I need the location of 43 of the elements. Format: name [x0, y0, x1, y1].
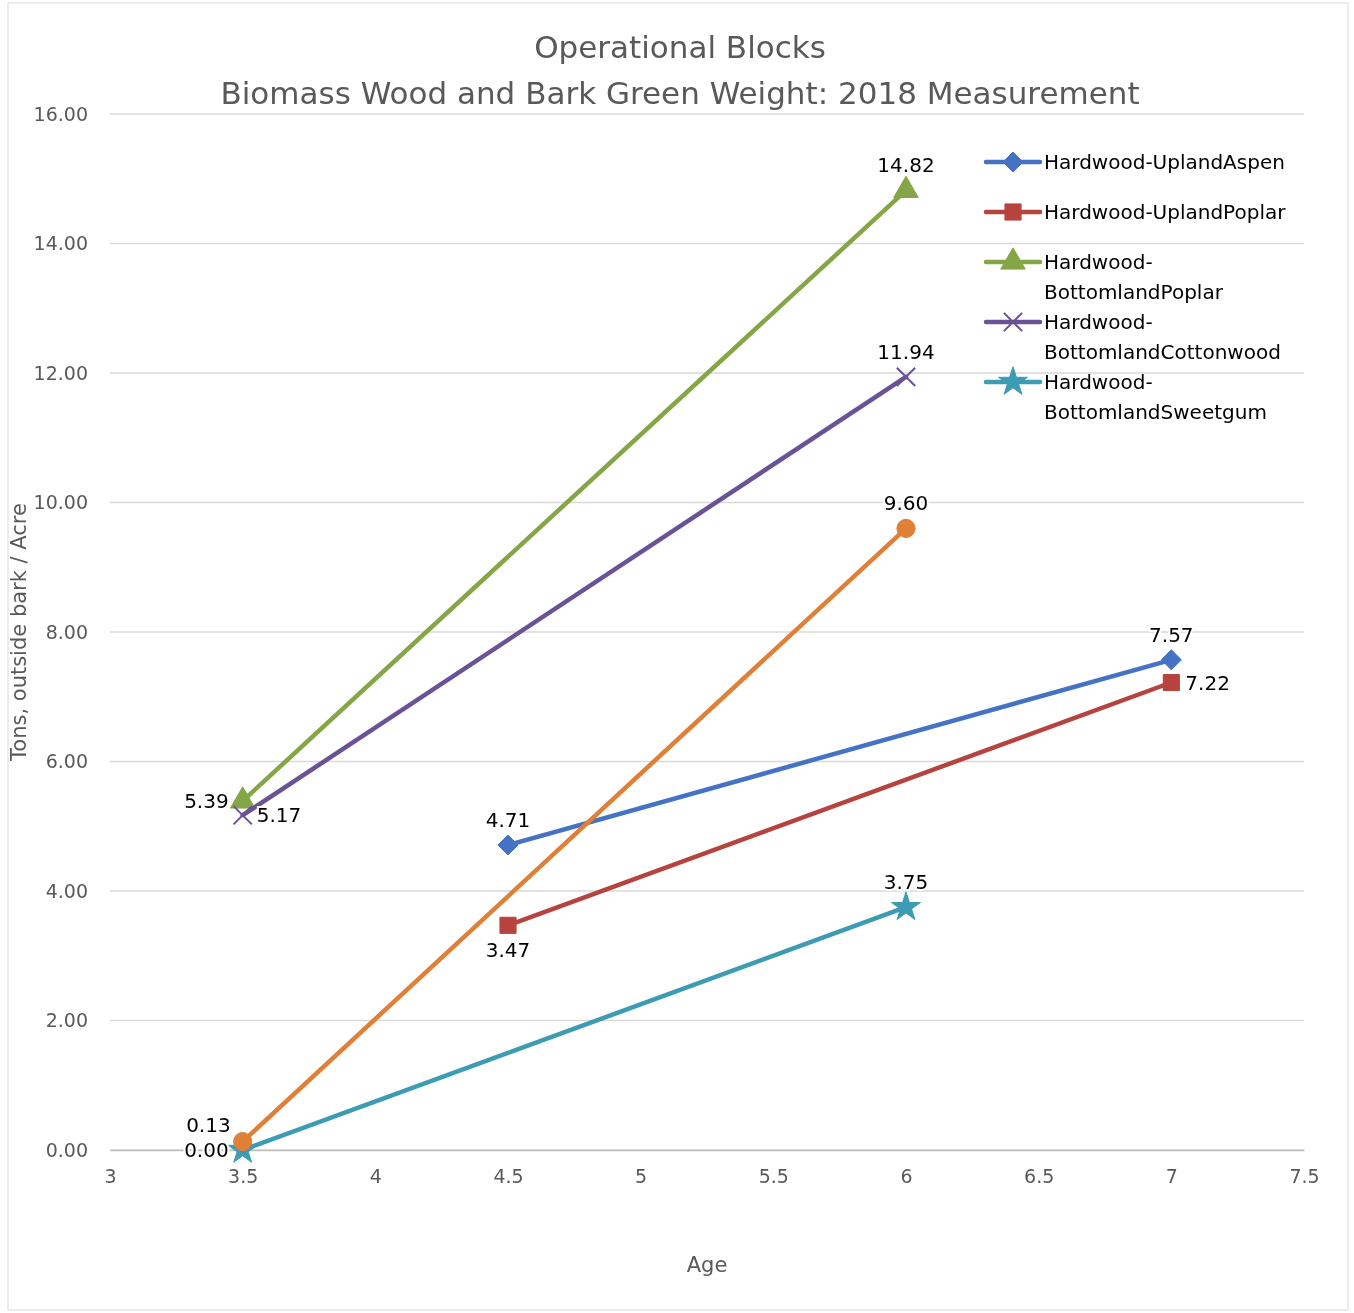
legend-label: Hardwood-BottomlandSweetgum: [1044, 370, 1267, 424]
data-label: 5.39: [184, 789, 229, 813]
y-tick-label: 16.00: [33, 102, 88, 125]
point: [232, 805, 253, 826]
x-tick-label: 5: [635, 1165, 648, 1188]
point: [895, 366, 917, 388]
x-axis-title: Age: [686, 1253, 728, 1277]
y-tick-label: 4.00: [45, 879, 88, 902]
x-tick-label: 6.5: [1024, 1165, 1055, 1188]
data-label: 3.47: [485, 938, 531, 963]
y-tick-label: 8.00: [45, 620, 88, 643]
data-label: 14.82: [877, 153, 935, 178]
legend-label: Hardwood-BottomlandPoplar: [1044, 250, 1224, 304]
data-label: 4.71: [485, 808, 531, 833]
y-tick-label: 12.00: [33, 361, 88, 384]
data-label: 9.60: [883, 491, 929, 516]
data-label: 3.75: [883, 870, 929, 895]
legend-label: Hardwood-UplandPoplar: [1044, 200, 1287, 224]
x-tick-label: 7: [1165, 1165, 1178, 1188]
x-tick-label: 4.5: [493, 1165, 524, 1188]
y-tick-label: 10.00: [33, 491, 88, 514]
legend-label: Hardwood-UplandAspen: [1044, 150, 1285, 174]
data-label: 7.22: [1185, 670, 1230, 695]
data-label: 0.00: [184, 1138, 229, 1162]
data-label: 7.57: [1149, 622, 1194, 647]
data-label: 5.17: [256, 803, 302, 828]
y-tick-label: 14.00: [33, 232, 88, 255]
y-tick-label: 6.00: [45, 750, 88, 773]
x-tick-label: 3: [104, 1165, 117, 1188]
y-tick-label: 2.00: [45, 1009, 88, 1032]
x-tick-label: 7.5: [1289, 1165, 1320, 1188]
x-tick-label: 5.5: [758, 1165, 789, 1188]
legend-label: Hardwood-BottomlandCottonwood: [1044, 310, 1281, 364]
data-label: 11.94: [877, 339, 935, 364]
x-tick-label: 6: [900, 1165, 913, 1188]
point: [891, 891, 921, 920]
y-tick-label: 0.00: [45, 1138, 88, 1161]
chart-title: Operational Blocks: [534, 29, 826, 65]
chart-subtitle: Biomass Wood and Bark Green Weight: 2018 Measurement: [220, 75, 1140, 111]
y-axis-title: Tons, outside bark / Acre: [7, 503, 31, 762]
x-tick-label: 3.5: [228, 1165, 259, 1188]
x-tick-label: 4: [369, 1165, 382, 1188]
data-label: 0.13: [186, 1112, 231, 1137]
